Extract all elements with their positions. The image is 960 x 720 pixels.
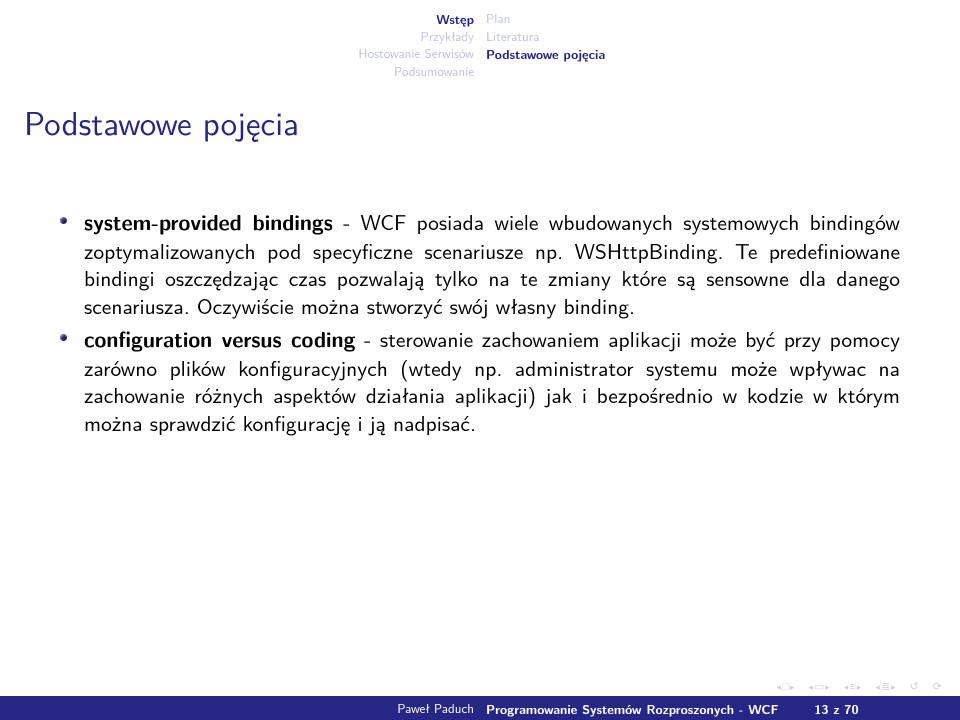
nav-section[interactable]: Hostowanie Serwisów bbox=[358, 45, 474, 63]
nav-section[interactable]: Przykłady bbox=[358, 28, 474, 46]
nav-subsection[interactable]: Literatura bbox=[486, 28, 605, 46]
slide: Wstęp Przykłady Hostowanie Serwisów Pods… bbox=[0, 0, 960, 720]
nav-section[interactable]: Podsumowanie bbox=[358, 63, 474, 81]
bullet-icon bbox=[60, 334, 67, 341]
term: system-provided bindings bbox=[84, 207, 333, 237]
nav-search-icon[interactable]: ⟳ bbox=[933, 678, 942, 694]
nav-frame-prev-next[interactable]: ◂ ▭ ▸ bbox=[808, 678, 829, 694]
nav-slide-prev-next[interactable]: ◂ □ ▸ bbox=[777, 678, 795, 694]
footer: Paweł Paduch Programowanie Systemów Rozp… bbox=[0, 696, 960, 720]
footer-author: Paweł Paduch bbox=[397, 699, 474, 718]
nav-left: Wstęp Przykłady Hostowanie Serwisów Pods… bbox=[358, 10, 474, 80]
nav-subsection[interactable]: Podstawowe pojęcia bbox=[486, 45, 605, 63]
slide-title: Podstawowe pojęcia bbox=[24, 98, 299, 146]
footer-title-text: Programowanie Systemów Rozproszonych - W… bbox=[486, 699, 779, 718]
content: system-provided bindings - WCF posiada w… bbox=[60, 208, 900, 442]
nav-section-prev-next[interactable]: ◂ ≡ ▸ bbox=[844, 678, 861, 694]
nav-undo-icon[interactable]: ↺ bbox=[910, 678, 919, 694]
bullet-icon bbox=[60, 217, 67, 224]
nav-section[interactable]: Wstęp bbox=[358, 10, 474, 28]
footer-title: Programowanie Systemów Rozproszonych - W… bbox=[486, 699, 859, 718]
list-item: system-provided bindings - WCF posiada w… bbox=[60, 208, 900, 319]
term: configuration versus coding bbox=[84, 324, 355, 354]
list-item: configuration versus coding - sterowanie… bbox=[60, 325, 900, 436]
footer-page: 13 z 70 bbox=[814, 699, 858, 718]
nav-icons: ◂ □ ▸ ◂ ▭ ▸ ◂ ≡ ▸ ◂ ≣ ▸ ↺ ⟳ bbox=[777, 678, 942, 694]
nav-back-forward[interactable]: ◂ ≣ ▸ bbox=[875, 678, 895, 694]
nav-subsection[interactable]: Plan bbox=[486, 10, 605, 28]
nav-right: Plan Literatura Podstawowe pojęcia bbox=[486, 10, 605, 63]
